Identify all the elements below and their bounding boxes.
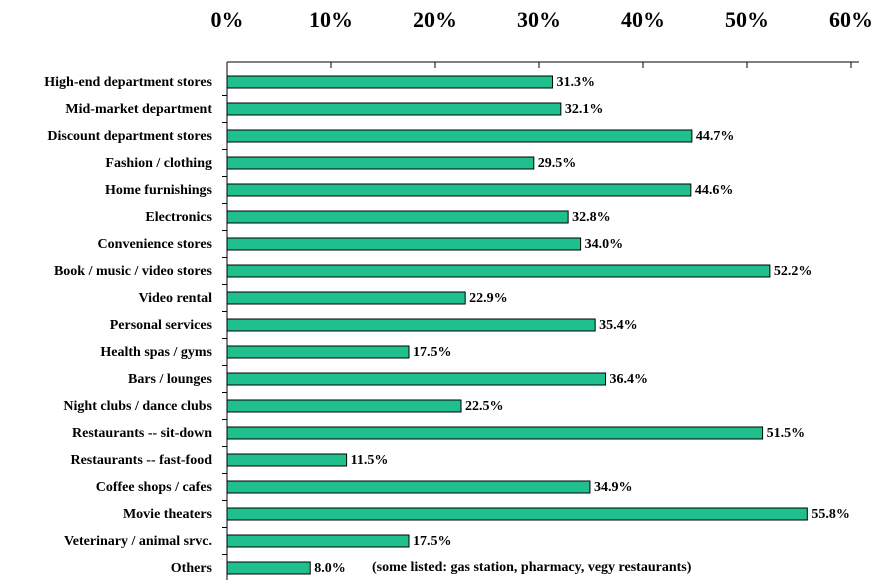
y-tick-label: Book / music / video stores: [54, 264, 213, 279]
value-label: 8.0%: [314, 561, 346, 576]
value-label: 34.0%: [585, 237, 624, 252]
y-tick-label: Coffee shops / cafes: [96, 480, 213, 495]
annotation: (some listed: gas station, pharmacy, veg…: [372, 560, 692, 575]
value-label: 44.7%: [696, 129, 735, 144]
bar: [226, 75, 554, 89]
y-tick-label: Fashion / clothing: [105, 156, 212, 171]
y-tick-label: Health spas / gyms: [100, 345, 212, 360]
y-tick-label: Restaurants -- fast-food: [70, 453, 212, 468]
y-tick-label: Personal services: [110, 318, 213, 333]
bar: [226, 480, 591, 494]
bar: [226, 372, 607, 386]
value-label: 36.4%: [610, 372, 649, 387]
bar: [226, 453, 348, 467]
bar: [226, 156, 535, 170]
bar: [226, 318, 596, 332]
value-label: 51.5%: [767, 426, 806, 441]
value-label: 11.5%: [351, 453, 389, 468]
value-label: 52.2%: [774, 264, 813, 279]
y-tick-label: Home furnishings: [105, 183, 213, 198]
bar: [226, 426, 764, 440]
x-tick-label: 30%: [517, 7, 561, 32]
bar: [226, 345, 410, 359]
bar: [226, 291, 466, 305]
bar: [226, 264, 771, 278]
y-tick-label: Restaurants -- sit-down: [72, 426, 212, 441]
y-tick-label: Discount department stores: [47, 129, 212, 144]
y-tick-label: Others: [171, 561, 213, 576]
bar: [226, 183, 692, 197]
y-tick-label: Mid-market department: [65, 102, 212, 117]
bar: [226, 210, 569, 224]
y-tick-label: Convenience stores: [98, 237, 213, 252]
x-tick-label: 50%: [725, 7, 769, 32]
value-label: 31.3%: [557, 75, 596, 90]
bar: [226, 561, 311, 575]
y-tick-label: Movie theaters: [123, 507, 213, 522]
value-label: 22.5%: [465, 399, 504, 414]
y-tick-label: Night clubs / dance clubs: [63, 399, 212, 414]
y-tick-label: Veterinary / animal srvc.: [64, 534, 212, 549]
bar: [226, 507, 808, 521]
value-label: 17.5%: [413, 345, 452, 360]
bar: [226, 237, 582, 251]
y-tick-label: Electronics: [145, 210, 212, 225]
value-label: 44.6%: [695, 183, 734, 198]
value-label: 29.5%: [538, 156, 577, 171]
value-label: 34.9%: [594, 480, 633, 495]
x-tick-label: 60%: [829, 7, 873, 32]
value-label: 35.4%: [599, 318, 638, 333]
y-tick-label: Video rental: [139, 291, 213, 306]
y-tick-label: High-end department stores: [44, 75, 212, 90]
x-tick-label: 20%: [413, 7, 457, 32]
value-label: 55.8%: [811, 507, 850, 522]
bar: [226, 534, 410, 548]
x-tick-label: 0%: [211, 7, 244, 32]
value-label: 17.5%: [413, 534, 452, 549]
value-label: 22.9%: [469, 291, 508, 306]
bar: [226, 102, 562, 116]
value-label: 32.8%: [572, 210, 611, 225]
value-label: 32.1%: [565, 102, 604, 117]
bar: [226, 399, 462, 413]
x-tick-label: 40%: [621, 7, 665, 32]
bar: [226, 129, 693, 143]
y-tick-label: Bars / lounges: [128, 372, 213, 387]
x-tick-label: 10%: [309, 7, 353, 32]
